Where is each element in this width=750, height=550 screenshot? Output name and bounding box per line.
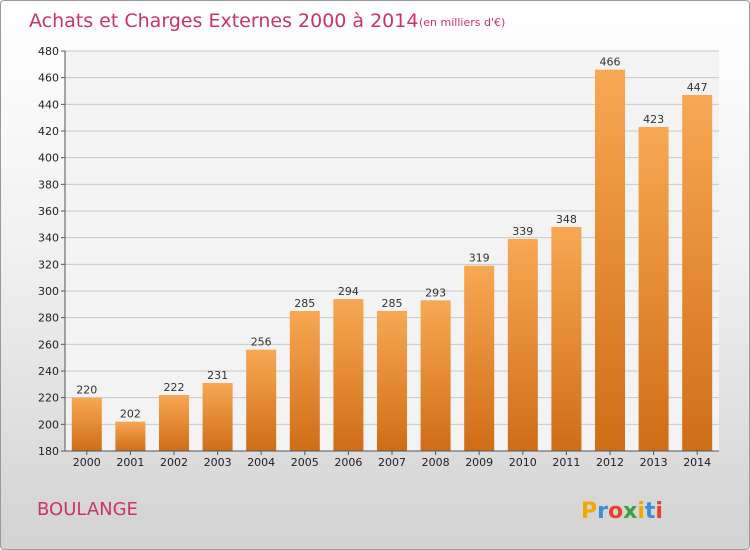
y-tick-label: 260 bbox=[38, 338, 59, 351]
x-axis: 2000 2001 2002 2003 2004 2005 2006 2007 2008 2009… bbox=[65, 450, 719, 469]
bar-2009 bbox=[464, 265, 495, 451]
logo-letter: i bbox=[637, 499, 645, 524]
logo-letter: i bbox=[655, 499, 663, 524]
data-label-2000: 220 bbox=[76, 384, 97, 397]
y-tick-label: 240 bbox=[38, 365, 59, 378]
y-tick-label: 440 bbox=[38, 98, 59, 111]
y-tick-label: 300 bbox=[38, 285, 59, 298]
data-label-2010: 339 bbox=[512, 225, 533, 238]
logo-letter: x bbox=[623, 499, 637, 524]
y-tick-label: 340 bbox=[38, 232, 59, 245]
x-tick-label-2002: 2002 bbox=[160, 456, 188, 469]
y-tick-label: 280 bbox=[38, 312, 59, 325]
bar-2008 bbox=[420, 300, 451, 451]
bar-2000 bbox=[71, 397, 102, 451]
bar-2011 bbox=[551, 227, 582, 451]
chart-title: Achats et Charges Externes 2000 à 2014 bbox=[29, 10, 418, 32]
y-tick-label: 480 bbox=[38, 45, 59, 58]
data-label-2008: 293 bbox=[425, 286, 446, 299]
data-label-2005: 285 bbox=[294, 297, 315, 310]
bar-2004 bbox=[246, 349, 277, 451]
x-tick-label-2003: 2003 bbox=[204, 456, 232, 469]
logo-letter: o bbox=[608, 499, 623, 524]
bar-2010 bbox=[507, 239, 538, 451]
proxiti-logo: Proxiti bbox=[581, 499, 663, 524]
y-tick-label: 460 bbox=[38, 72, 59, 85]
bar-2006 bbox=[333, 299, 364, 451]
bar-2002 bbox=[159, 395, 189, 451]
location-label: BOULANGE bbox=[37, 499, 138, 520]
y-axis: 180 200 220 240 260 280 300 320 340 360 380 400 420 4… bbox=[38, 45, 66, 458]
data-label-2002: 222 bbox=[164, 381, 185, 394]
x-tick-label-2004: 2004 bbox=[247, 456, 275, 469]
x-tick-label-2001: 2001 bbox=[116, 456, 144, 469]
logo-letter: t bbox=[645, 499, 656, 524]
bar-2003 bbox=[202, 383, 233, 451]
data-label-2006: 294 bbox=[338, 285, 359, 298]
y-tick-label: 200 bbox=[38, 418, 59, 431]
x-tick-label-2012: 2012 bbox=[596, 456, 624, 469]
data-label-2014: 447 bbox=[687, 81, 708, 94]
logo-letter: r bbox=[597, 499, 608, 524]
y-tick-label: 380 bbox=[38, 178, 59, 191]
x-tick-label-2010: 2010 bbox=[509, 456, 537, 469]
logo-letter: P bbox=[581, 499, 597, 524]
x-tick-label-2009: 2009 bbox=[465, 456, 493, 469]
x-tick-label-2006: 2006 bbox=[334, 456, 362, 469]
x-tick-label-2014: 2014 bbox=[683, 456, 711, 469]
bar-2001 bbox=[115, 421, 146, 451]
y-tick-label: 320 bbox=[38, 258, 59, 271]
x-tick-label-2007: 2007 bbox=[378, 456, 406, 469]
data-label-2009: 319 bbox=[469, 252, 490, 265]
data-label-2001: 202 bbox=[120, 408, 141, 421]
bar-2005 bbox=[289, 311, 320, 451]
y-tick-label: 360 bbox=[38, 205, 59, 218]
x-tick-label-2011: 2011 bbox=[552, 456, 580, 469]
y-tick-label: 220 bbox=[38, 392, 59, 405]
chart-subtitle: (en milliers d'€) bbox=[419, 16, 505, 29]
bar-2013 bbox=[638, 127, 669, 451]
data-label-2004: 256 bbox=[251, 336, 272, 349]
y-tick-label: 420 bbox=[38, 125, 59, 138]
bar-2012 bbox=[595, 69, 625, 452]
x-tick-label-2008: 2008 bbox=[422, 456, 450, 469]
bars: 220 202 222 231 256 285 294 285 293 319 339 348 466 4… bbox=[71, 56, 713, 452]
x-tick-label-2005: 2005 bbox=[291, 456, 319, 469]
data-label-2011: 348 bbox=[556, 213, 577, 226]
y-tick-label: 400 bbox=[38, 152, 59, 165]
data-label-2007: 285 bbox=[382, 297, 403, 310]
bar-2014 bbox=[682, 95, 713, 451]
data-label-2003: 231 bbox=[207, 369, 228, 382]
x-tick-label-2000: 2000 bbox=[73, 456, 101, 469]
data-label-2013: 423 bbox=[643, 113, 664, 126]
x-tick-label-2013: 2013 bbox=[640, 456, 668, 469]
data-label-2012: 466 bbox=[600, 56, 621, 69]
bar-2007 bbox=[377, 311, 407, 451]
y-tick-label: 180 bbox=[38, 445, 59, 458]
